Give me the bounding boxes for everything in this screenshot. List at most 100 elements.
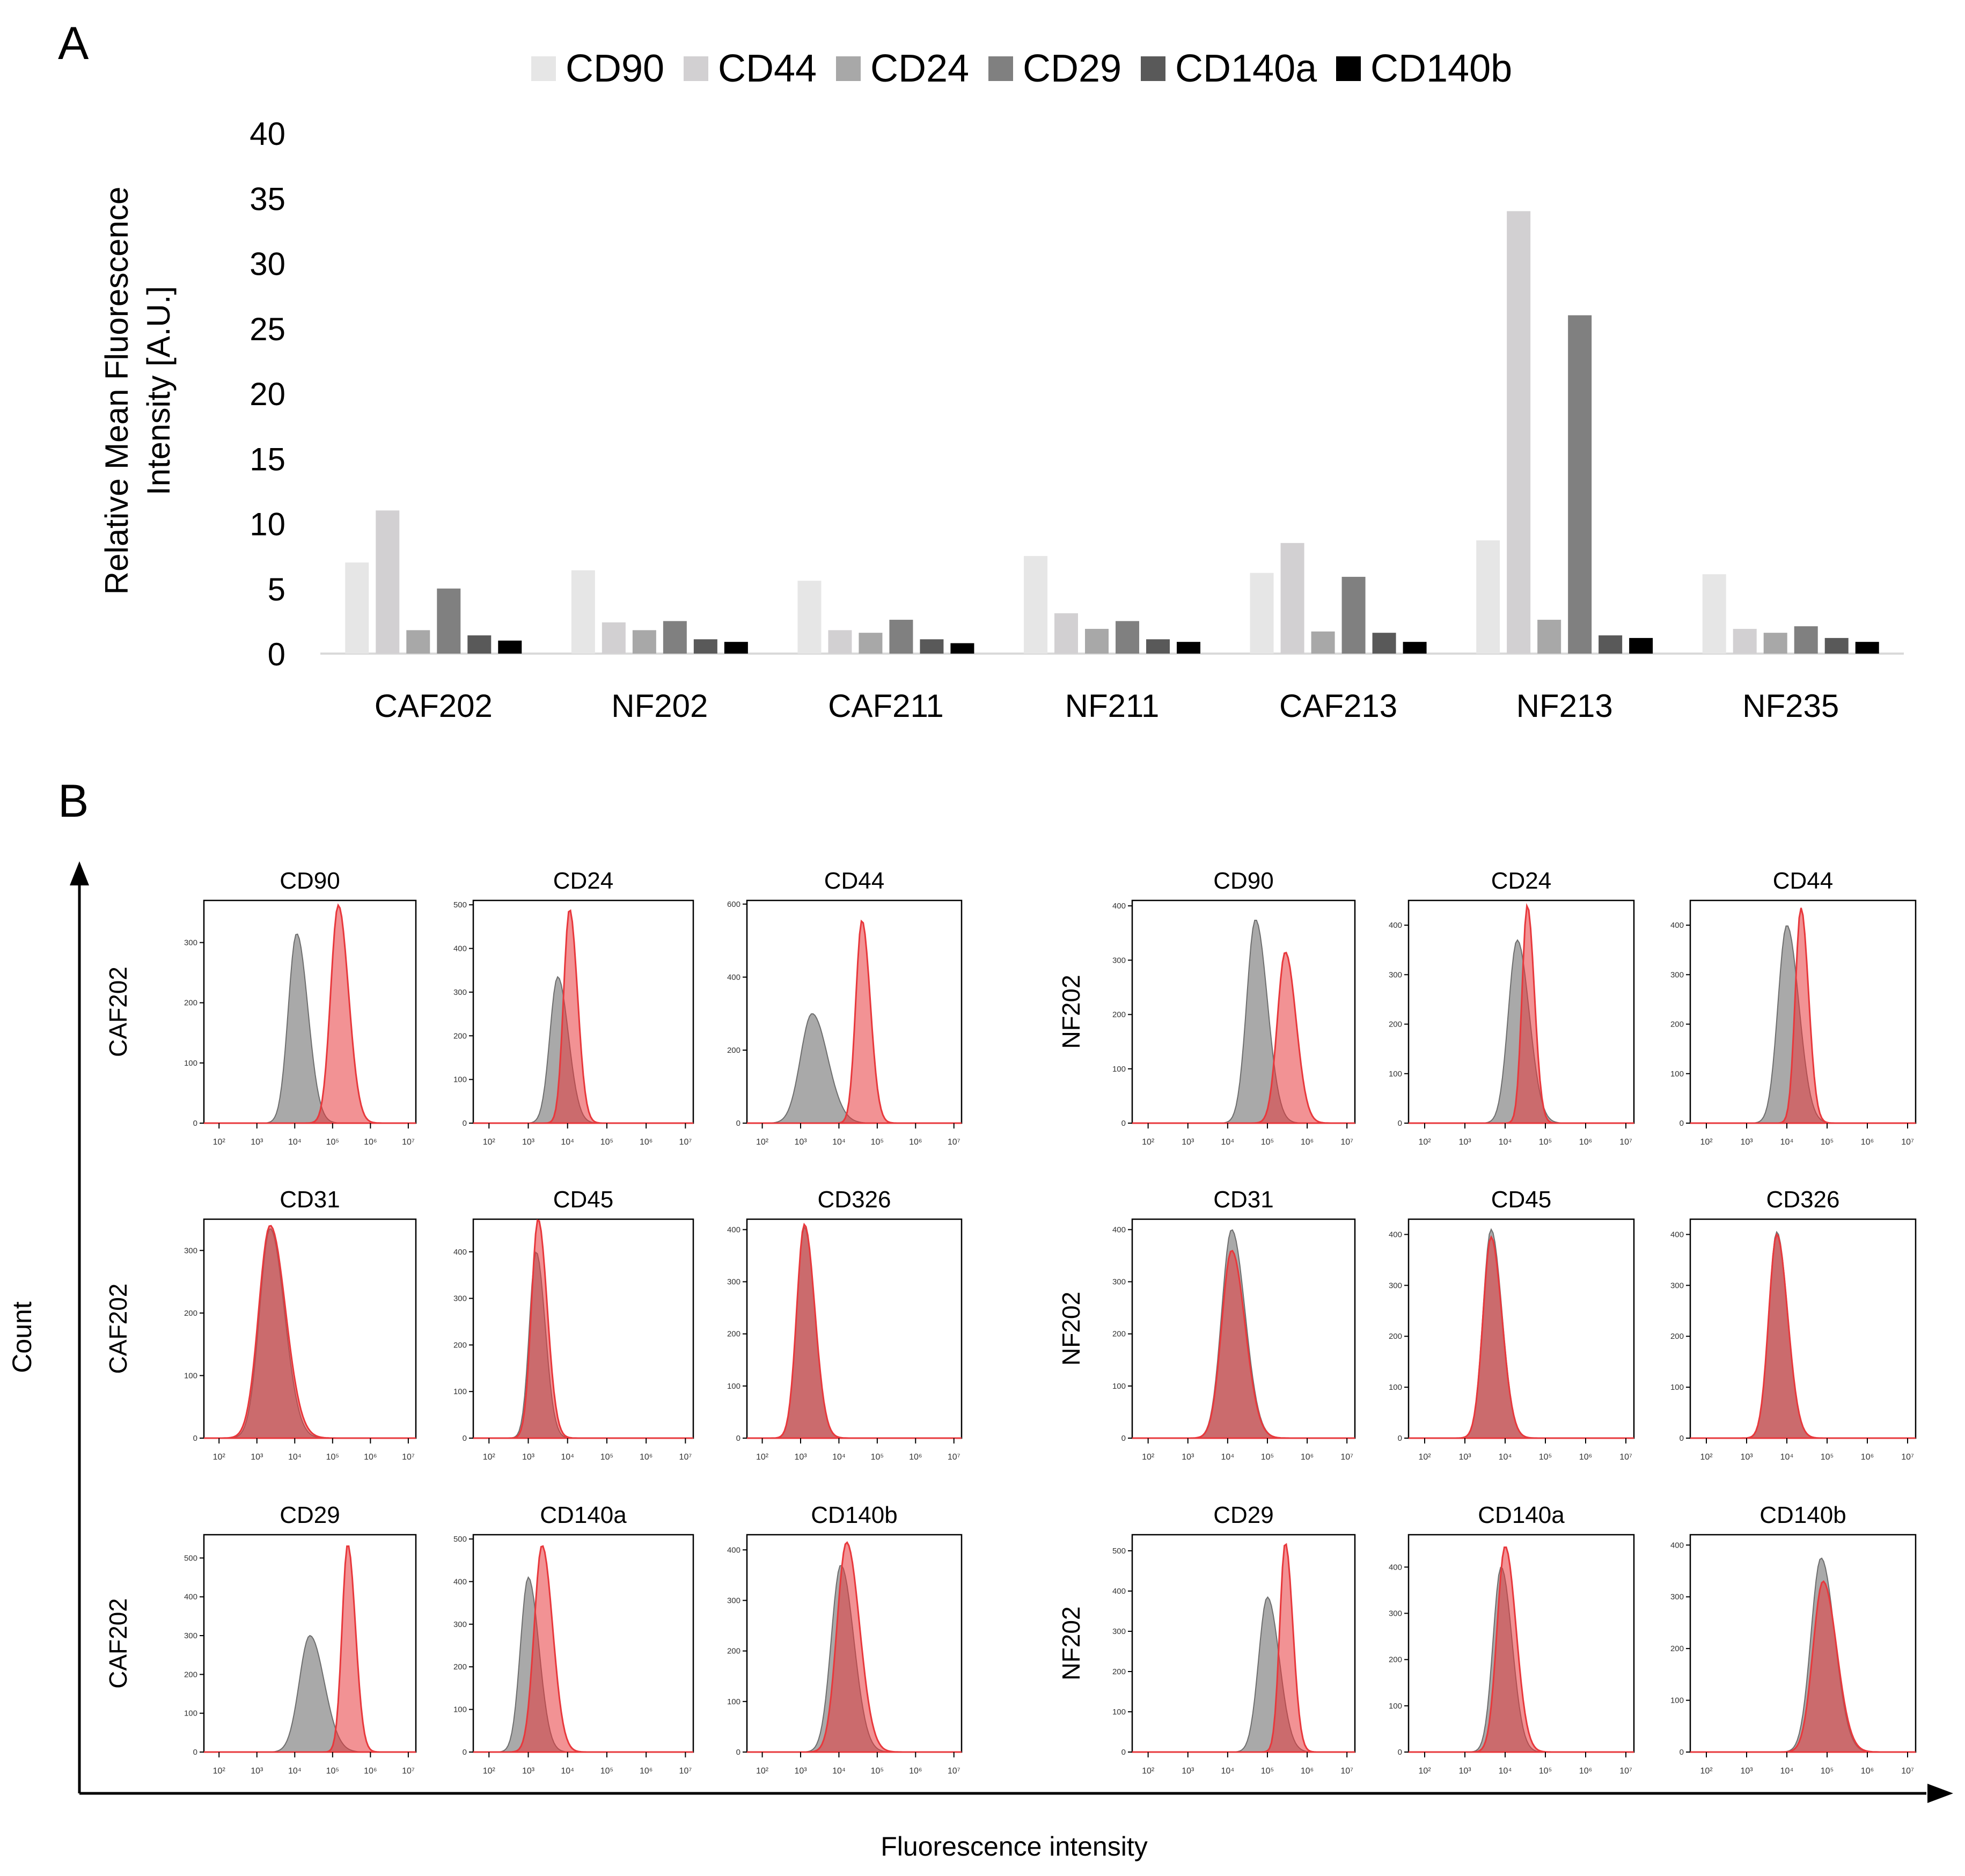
y-tick-label: 100 — [1670, 1069, 1684, 1079]
histogram-nf202-cd140b: CD140b 10² 10³ 10⁴ 10⁵ 10⁶ 10⁷ 0 100 200 300 400 — [1670, 1502, 1917, 1776]
histogram-stained-series — [1409, 903, 1634, 1124]
y-tick-label: 0 — [463, 1748, 467, 1757]
x-tick-label: 10⁴ — [832, 1138, 846, 1147]
bar-caf202-cd90 — [345, 562, 369, 654]
y-tick-label: 200 — [184, 1670, 197, 1679]
x-tick-label: 10⁴ — [832, 1767, 846, 1776]
histogram-nf202-cd24: CD24 10² 10³ 10⁴ 10⁵ 10⁶ 10⁷ 0 100 200 300 400 — [1389, 868, 1635, 1147]
histogram-title: CD90 — [1213, 868, 1274, 894]
histogram-nf202-cd45: CD45 10² 10³ 10⁴ 10⁵ 10⁶ 10⁷ 0 100 200 300 400 — [1389, 1186, 1635, 1462]
bar-caf213-cd140b — [1403, 642, 1427, 654]
x-tick-label: 10⁵ — [1261, 1453, 1274, 1462]
x-tick-label: 10⁵ — [600, 1767, 613, 1776]
histogram-stained-series — [747, 919, 962, 1124]
y-tick-label: 300 — [1670, 1593, 1684, 1602]
sample-label-caf202: CAF202 — [104, 1598, 132, 1689]
x-tick-label: 10⁷ — [1619, 1453, 1632, 1462]
bar-nf211-cd140b — [1177, 642, 1200, 654]
y-tick-label: 100 — [1389, 1069, 1402, 1079]
y-tick-label: 200 — [1112, 1330, 1126, 1339]
y-tick-label: 400 — [1670, 1230, 1684, 1239]
x-tick-label: 10⁴ — [1221, 1138, 1235, 1147]
histogram-title: CD140a — [540, 1502, 627, 1528]
histogram-stained-series — [1690, 1233, 1916, 1439]
bar-nf213-cd140a — [1599, 635, 1623, 654]
y-tick-label: 400 — [727, 1545, 740, 1555]
histogram-title: CD31 — [280, 1186, 340, 1213]
y-tick-label: 100 — [1389, 1702, 1402, 1711]
y-tick-label: 0 — [1398, 1748, 1402, 1757]
x-tick-label: 10³ — [1740, 1138, 1753, 1147]
y-tick-label: 400 — [727, 973, 740, 982]
y-tick-label: 200 — [727, 1046, 740, 1055]
histogram-stained-series — [1690, 907, 1916, 1124]
bar-caf213-cd140a — [1372, 633, 1396, 654]
bar-nf213-cd140b — [1629, 637, 1653, 654]
x-tick-label: 10⁶ — [364, 1138, 377, 1147]
histogram-caf202-cd140a: CD140a 10² 10³ 10⁴ 10⁵ 10⁶ 10⁷ 0 100 200 300 400 500 — [453, 1502, 694, 1776]
legend-label-cd140b: CD140b — [1370, 47, 1512, 90]
y-tick-label: 300 — [1389, 1281, 1402, 1290]
y-tick-label: 400 — [1389, 1563, 1402, 1572]
y-tick-label: 500 — [1112, 1547, 1126, 1556]
histogram-stained-series — [204, 903, 416, 1124]
histogram-stained-series — [1409, 1235, 1634, 1439]
histogram-frame — [472, 1218, 694, 1439]
y-tick-label: 300 — [1112, 956, 1126, 965]
y-tick-label-35: 35 — [250, 181, 285, 217]
bar-nf235-cd24 — [1763, 633, 1787, 654]
sample-label-nf202: NF202 — [1057, 974, 1085, 1049]
x-tick-label: 10² — [1700, 1138, 1713, 1147]
histogram-title: CD44 — [824, 868, 885, 894]
x-tick-label: 10³ — [251, 1138, 263, 1147]
y-tick-label: 0 — [193, 1434, 197, 1443]
y-tick-label: 400 — [1389, 921, 1402, 930]
histogram-stained-series — [1409, 1546, 1634, 1753]
bar-nf211-cd24 — [1085, 628, 1109, 654]
bar-nf211-cd29 — [1116, 621, 1139, 654]
y-tick-label: 0 — [1121, 1119, 1126, 1128]
x-tick-label: 10² — [1142, 1138, 1155, 1147]
legend-swatch-cd44 — [684, 56, 708, 81]
histogram-caf202-cd24: CD24 10² 10³ 10⁴ 10⁵ 10⁶ 10⁷ 0 100 200 300 400 500 — [453, 868, 694, 1147]
y-tick-label: 200 — [453, 1340, 467, 1350]
bar-caf202-cd24 — [406, 630, 430, 654]
x-tick-label: 10⁷ — [1619, 1767, 1632, 1776]
x-tick-label: 10⁷ — [1340, 1138, 1353, 1147]
y-tick-label: 100 — [184, 1709, 197, 1718]
x-tick-label: 10⁶ — [364, 1767, 377, 1776]
y-tick-label: 100 — [1112, 1708, 1126, 1717]
y-tick-label: 500 — [184, 1553, 197, 1563]
x-tick-label-caf211: CAF211 — [828, 688, 944, 724]
sample-label-nf202: NF202 — [1057, 1292, 1085, 1366]
histogram-title: CD90 — [280, 868, 340, 894]
x-tick-label: 10⁷ — [1901, 1138, 1914, 1147]
histogram-frame — [1407, 1218, 1635, 1439]
y-tick-label: 400 — [1112, 1225, 1126, 1234]
x-tick-label: 10⁵ — [326, 1453, 339, 1462]
y-tick-label: 200 — [453, 1662, 467, 1672]
x-tick-label: 10⁴ — [1780, 1767, 1794, 1776]
legend-swatch-cd140b — [1336, 56, 1361, 81]
panel-label-a: A — [58, 18, 89, 69]
y-tick-label: 600 — [727, 900, 740, 909]
histogram-nf202-cd326: CD326 10² 10³ 10⁴ 10⁵ 10⁶ 10⁷ 0 100 200 300 400 — [1670, 1186, 1917, 1462]
y-tick-label: 200 — [727, 1647, 740, 1656]
histogram-stained-series — [747, 1541, 962, 1753]
x-tick-label: 10² — [213, 1138, 226, 1147]
histogram-title: CD24 — [1491, 868, 1552, 894]
y-tick-label: 400 — [453, 944, 467, 954]
bar-nf235-cd90 — [1702, 574, 1726, 654]
x-tick-label: 10⁷ — [679, 1138, 692, 1147]
x-tick-label: 10³ — [1458, 1453, 1471, 1462]
bar-caf213-cd29 — [1341, 576, 1366, 654]
y-tick-label: 0 — [1680, 1748, 1684, 1757]
y-tick-label: 400 — [453, 1577, 467, 1586]
x-tick-label: 10⁴ — [561, 1453, 574, 1462]
x-tick-label: 10⁶ — [1861, 1453, 1874, 1462]
x-tick-label: 10³ — [522, 1453, 535, 1462]
x-tick-label: 10⁴ — [1499, 1453, 1512, 1462]
x-tick-label: 10⁷ — [1619, 1138, 1632, 1147]
histogram-stained-series — [1690, 1580, 1916, 1753]
histogram-stained-series — [1132, 951, 1355, 1124]
